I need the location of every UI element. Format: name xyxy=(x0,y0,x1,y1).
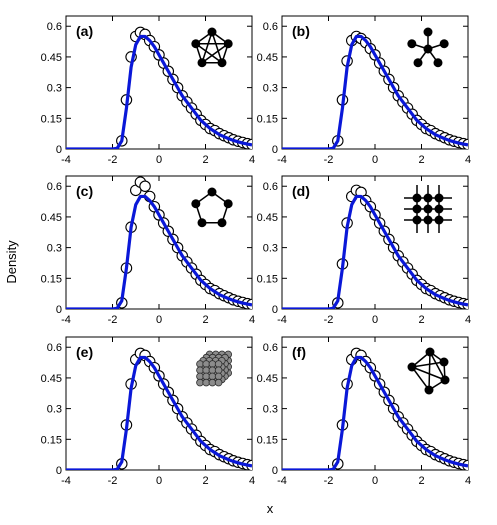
y-tick-label: 0.3 xyxy=(47,83,62,95)
y-tick-label: 0.15 xyxy=(41,273,62,285)
x-tick-label: -2 xyxy=(108,314,118,326)
fit-curve xyxy=(282,355,468,470)
y-axis-label: Density xyxy=(4,240,19,284)
x-tick-label: -2 xyxy=(324,314,334,326)
plot-area xyxy=(66,26,252,149)
plot-frame xyxy=(281,336,469,471)
x-axis-label: x xyxy=(267,501,274,516)
y-tick-label: 0.3 xyxy=(263,404,278,416)
y-tick-label: 0.45 xyxy=(257,212,278,224)
y-tick-label: 0.45 xyxy=(257,52,278,64)
x-tick-label: -4 xyxy=(61,154,71,166)
y-tick-label: 0.3 xyxy=(47,404,62,416)
random-graph-icon xyxy=(407,347,450,395)
fit-curve xyxy=(66,34,252,149)
y-tick-label: 0.45 xyxy=(257,373,278,385)
plot-area xyxy=(282,184,468,309)
y-tick-label: 0.15 xyxy=(257,273,278,285)
x-tick-label: 0 xyxy=(156,314,162,326)
data-point xyxy=(139,180,151,192)
panel-label: (f) xyxy=(292,344,306,360)
x-tick-label: 4 xyxy=(249,475,255,487)
x-tick-label: -2 xyxy=(108,475,118,487)
y-tick-label: 0.6 xyxy=(263,342,278,354)
star-graph-icon xyxy=(407,27,449,68)
x-tick-label: 4 xyxy=(249,154,255,166)
x-tick-label: -4 xyxy=(61,475,71,487)
x-tick-label: 0 xyxy=(372,154,378,166)
y-tick-label: 0 xyxy=(56,465,62,477)
panel-f: -4 -2 0 2 4 0 0.15 0.3 0.45 0.6 (f) xyxy=(257,336,471,487)
plot-area xyxy=(282,30,468,149)
plot-area xyxy=(66,176,252,309)
fit-curve xyxy=(282,194,468,309)
panel-label: (d) xyxy=(292,183,310,199)
panel-e: -4 -2 0 2 4 0 0.15 0.3 0.45 0.6 (e) xyxy=(41,336,255,487)
x-tick-label: -2 xyxy=(108,154,118,166)
square-lattice-icon xyxy=(404,185,452,233)
panel-c: -4 -2 0 2 4 0 0.15 0.3 0.45 0.6 (c) xyxy=(41,175,255,326)
panel-label: (e) xyxy=(76,344,93,360)
x-tick-label: 2 xyxy=(418,154,424,166)
x-tick-label: -2 xyxy=(324,475,334,487)
pentagon-ring-icon xyxy=(191,187,233,228)
panel-d: -4 -2 0 2 4 0 0.15 0.3 0.45 0.6 (d) xyxy=(257,175,471,326)
x-tick-label: -4 xyxy=(61,314,71,326)
plot-area xyxy=(66,347,252,470)
fit-curve xyxy=(66,355,252,470)
plot-frame xyxy=(281,15,469,150)
x-tick-label: 2 xyxy=(418,314,424,326)
plot-frame xyxy=(65,15,253,150)
panel-b: -4 -2 0 2 4 0 0.15 0.3 0.45 0.6 (b) xyxy=(257,15,471,166)
y-tick-label: 0.15 xyxy=(41,113,62,125)
y-tick-label: 0 xyxy=(272,465,278,477)
y-tick-label: 0 xyxy=(56,144,62,156)
x-tick-label: 2 xyxy=(418,475,424,487)
panel-a: -4 -2 0 2 4 0 0.15 0.3 0.45 0.6 (a) xyxy=(41,15,255,166)
y-tick-label: 0.45 xyxy=(41,212,62,224)
y-tick-label: 0.15 xyxy=(41,434,62,446)
x-tick-label: 4 xyxy=(465,475,471,487)
x-tick-label: 4 xyxy=(465,314,471,326)
x-tick-label: 0 xyxy=(156,475,162,487)
panel-label: (c) xyxy=(76,183,93,199)
x-tick-label: 2 xyxy=(202,154,208,166)
plot-frame xyxy=(65,175,253,310)
x-tick-label: 4 xyxy=(249,314,255,326)
x-tick-label: 4 xyxy=(465,154,471,166)
panel-label: (b) xyxy=(292,23,310,39)
y-tick-label: 0.15 xyxy=(257,113,278,125)
fit-curve xyxy=(66,194,252,309)
x-tick-label: 2 xyxy=(202,475,208,487)
x-tick-label: -4 xyxy=(277,154,287,166)
y-tick-label: 0 xyxy=(272,144,278,156)
fit-curve xyxy=(282,34,468,149)
y-tick-label: 0.6 xyxy=(47,21,62,33)
y-tick-label: 0.3 xyxy=(263,83,278,95)
y-tick-label: 0.15 xyxy=(257,434,278,446)
x-tick-label: 0 xyxy=(372,314,378,326)
y-tick-label: 0 xyxy=(272,304,278,316)
x-tick-label: -4 xyxy=(277,475,287,487)
y-tick-label: 0.45 xyxy=(41,373,62,385)
y-tick-label: 0.3 xyxy=(47,243,62,255)
y-tick-label: 0 xyxy=(56,304,62,316)
panel-label: (a) xyxy=(76,23,93,39)
y-tick-label: 0.6 xyxy=(47,181,62,193)
x-tick-label: 0 xyxy=(156,154,162,166)
plot-area xyxy=(282,347,468,470)
y-tick-label: 0.6 xyxy=(263,21,278,33)
y-tick-label: 0.3 xyxy=(263,243,278,255)
panels: -4 -2 0 2 4 0 0.15 0.3 0.45 0.6 (a) -4 -2 0 2 4 0 0.15 0.3… xyxy=(41,15,471,487)
x-tick-label: -2 xyxy=(324,154,334,166)
y-tick-label: 0.45 xyxy=(41,52,62,64)
x-tick-label: 0 xyxy=(372,475,378,487)
x-tick-label: -4 xyxy=(277,314,287,326)
y-tick-label: 0.6 xyxy=(47,342,62,354)
y-tick-label: 0.6 xyxy=(263,181,278,193)
x-tick-label: 2 xyxy=(202,314,208,326)
complete-graph-icon xyxy=(191,27,233,68)
cubic-lattice-icon xyxy=(196,350,233,387)
